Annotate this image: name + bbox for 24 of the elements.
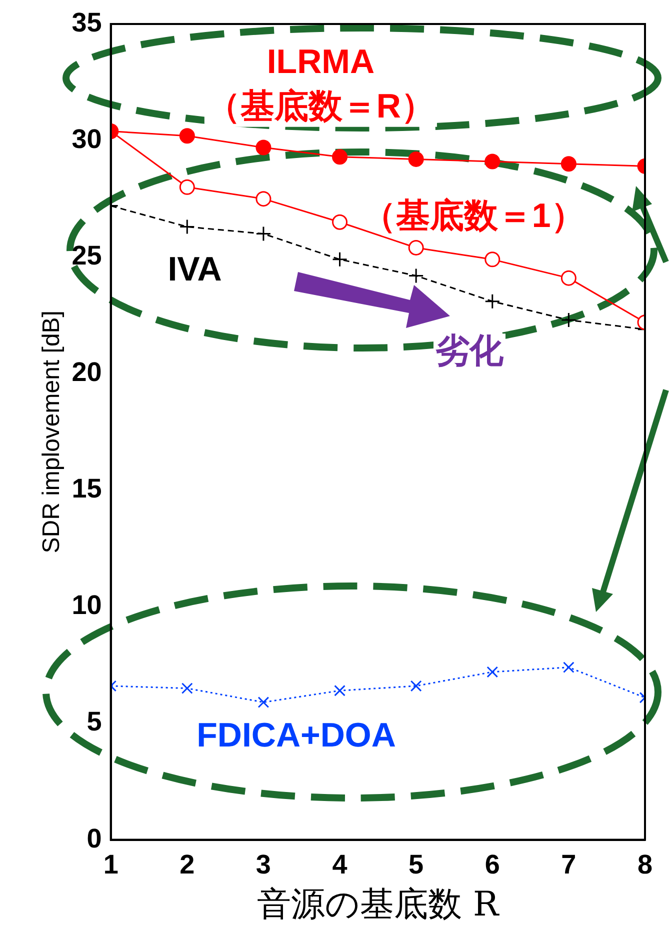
x-tick-label: 6	[484, 849, 500, 880]
annotation: （基底数＝R）	[206, 87, 435, 126]
annotation: 劣化	[435, 332, 504, 370]
y-tick-label: 15	[72, 474, 102, 504]
y-tick-label: 25	[72, 240, 102, 271]
x-tick-label: 3	[256, 849, 271, 880]
annotation: （基底数＝1）	[362, 196, 585, 235]
y-axis-title: SDR implovement [dB]	[38, 310, 66, 554]
y-tick-label: 20	[72, 357, 102, 388]
x-tick-label: 1	[103, 849, 118, 880]
x-tick-label: 7	[561, 849, 576, 880]
annotation: FDICA+DOA	[196, 716, 396, 755]
y-tick-label: 0	[86, 823, 102, 854]
y-tick-label: 10	[72, 590, 102, 620]
x-axis-title: 音源の基底数 R	[257, 884, 500, 924]
y-tick-label: 5	[86, 706, 102, 737]
y-tick-label: 35	[72, 7, 102, 38]
annotation: ILRMA	[266, 43, 375, 81]
x-tick-label: 4	[332, 849, 348, 880]
x-tick-label: 2	[180, 849, 195, 880]
x-tick-label: 5	[408, 849, 424, 880]
annotation: IVA	[168, 250, 222, 288]
x-tick-label: 8	[637, 849, 653, 880]
y-tick-label: 30	[72, 124, 102, 154]
